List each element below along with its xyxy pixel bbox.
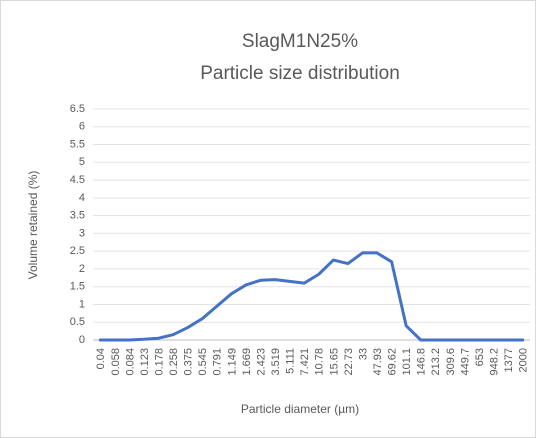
x-tick-label: 0.178: [153, 348, 165, 376]
y-tick-label: 5.5: [70, 138, 85, 150]
x-tick-label: 69.62: [387, 348, 399, 376]
y-tick-label: 4.5: [70, 174, 85, 186]
x-tick-label: 653: [474, 348, 486, 366]
x-tick-label: 1.669: [241, 348, 253, 376]
chart-title: SlagM1N25%: [242, 31, 358, 52]
x-tick-label: 948.2: [488, 348, 500, 376]
x-tick-label: 146.8: [416, 348, 428, 376]
y-tick-label: 3: [79, 227, 85, 239]
y-tick-label: 4: [79, 192, 85, 204]
x-tick-label: 0.545: [197, 348, 209, 376]
x-tick-label: 47.93: [372, 348, 384, 376]
x-tick-label: 0.375: [183, 348, 195, 376]
chart-subtitle: Particle size distribution: [200, 63, 400, 84]
x-tick-label: 3.519: [270, 348, 282, 376]
x-tick-label: 0.791: [212, 348, 224, 376]
x-tick-label: 1377: [503, 348, 515, 372]
x-tick-label: 0.123: [139, 348, 151, 376]
y-tick-label: 0.5: [70, 316, 85, 328]
x-tick-label: 1.149: [226, 348, 238, 376]
y-tick-label: 5: [79, 156, 85, 168]
x-tick-label: 7.421: [299, 348, 311, 376]
x-tick-label: 0.084: [124, 348, 136, 376]
x-tick-label: 2.423: [255, 348, 267, 376]
x-tick-label: 2000: [518, 348, 530, 372]
x-tick-label: 15.65: [328, 348, 340, 376]
x-tick-label: 101.1: [401, 348, 413, 376]
data-line: [98, 251, 525, 342]
x-tick-label: 449.7: [459, 348, 471, 376]
x-tick-label: 213.2: [430, 348, 442, 376]
x-tick-label: 0.258: [168, 348, 180, 376]
y-tick-label: 2.5: [70, 245, 85, 257]
x-tick-label: 33: [357, 348, 369, 360]
x-tick-label: 0.04: [95, 348, 107, 369]
y-tick-label: 1.5: [70, 281, 85, 293]
x-tick-label: 309.6: [445, 348, 457, 376]
y-axis-title: Volume retained (%): [26, 171, 40, 280]
y-tick-label: 6.5: [70, 103, 85, 115]
x-tick-label: 22.73: [343, 348, 355, 376]
y-tick-label: 3.5: [70, 210, 85, 222]
y-tick-label: 0: [79, 334, 85, 346]
y-tick-label: 2: [79, 263, 85, 275]
x-tick-label: 5.111: [285, 348, 297, 374]
y-tick-label: 1: [79, 298, 85, 310]
y-tick-label: 6: [79, 121, 85, 133]
x-axis-title: Particle diameter (µm): [241, 402, 359, 416]
x-tick-label: 10.78: [314, 348, 326, 376]
x-tick-label: 0.058: [110, 348, 122, 376]
